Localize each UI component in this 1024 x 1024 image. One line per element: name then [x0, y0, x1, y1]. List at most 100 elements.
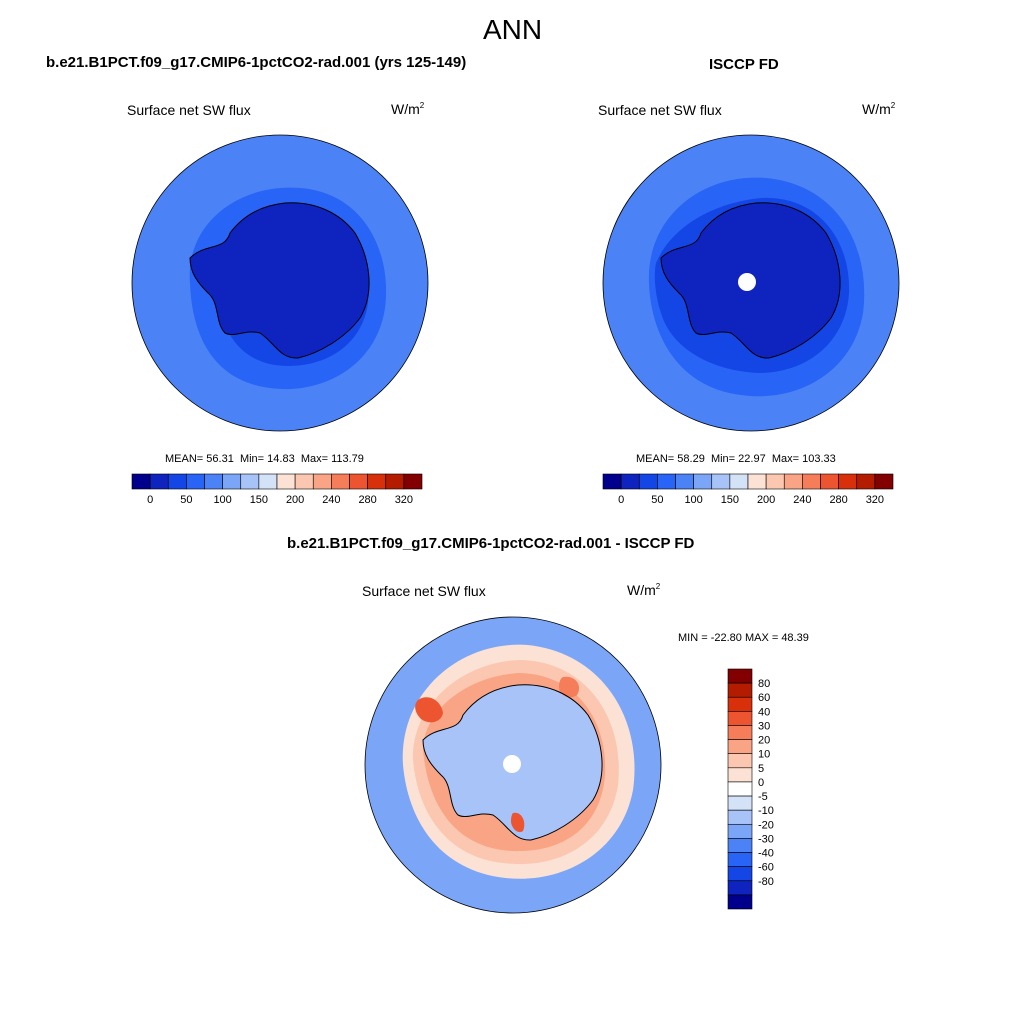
model-colorbar-tick-label: 100: [213, 494, 231, 506]
model-variable-label: Surface net SW flux: [127, 102, 251, 118]
obs-colorbar-swatch: [711, 473, 731, 490]
diff-colorbar-swatch: [727, 894, 753, 910]
model-colorbar-swatch: [149, 473, 169, 490]
diff-missing-pole: [503, 755, 521, 773]
obs-colorbar-tick-label: 100: [684, 494, 702, 506]
obs-missing-pole: [738, 273, 756, 291]
diff-colorbar-swatch: [727, 823, 753, 839]
obs-colorbar-swatch: [693, 473, 713, 490]
diff-colorbar-swatch: [727, 682, 753, 698]
diff-warm-spot-north: [559, 676, 580, 698]
obs-colorbar-tick-label: 150: [721, 494, 739, 506]
model-colorbar-swatch: [276, 473, 296, 490]
diff-colorbar-tick-label: 5: [758, 763, 764, 775]
diff-colorbar-tick-label: -40: [758, 848, 774, 860]
obs-colorbar-tick-label: 0: [618, 494, 624, 506]
diff-polar-map: [364, 616, 662, 914]
obs-antarctica-coast: [660, 202, 841, 359]
diff-antarctica-coast: [422, 684, 603, 841]
model-colorbar-swatch: [186, 473, 205, 490]
obs-colorbar-swatch: [620, 473, 640, 490]
obs-colorbar-swatch: [602, 473, 622, 490]
obs-colorbar-swatch: [856, 473, 876, 490]
model-colorbar-swatch: [222, 473, 242, 490]
obs-colorbar-swatch: [783, 473, 803, 490]
diff-colorbar-swatch: [727, 696, 753, 712]
obs-colorbar-tick-label: 320: [866, 494, 884, 506]
model-stats: MEAN= 56.31 Min= 14.83 Max= 113.79: [165, 453, 364, 465]
diff-warm-spot-west: [415, 697, 443, 723]
obs-colorbar-tick-label: 50: [651, 494, 663, 506]
model-polar-map: [131, 134, 429, 432]
diff-colorbar-swatch: [727, 795, 753, 811]
diff-colorbar-tick-label: 80: [758, 678, 770, 690]
obs-colorbar-swatch: [675, 473, 694, 490]
obs-colorbar-swatch: [765, 473, 785, 490]
model-colorbar: 0 50 100 150 200 240 280 320: [131, 473, 423, 506]
obs-case-title: ISCCP FD: [709, 56, 779, 73]
model-colorbar-tick-label: 240: [322, 494, 340, 506]
diff-colorbar-swatch: [727, 880, 753, 896]
diff-variable-label: Surface net SW flux: [362, 583, 486, 599]
obs-polar-map: [602, 134, 900, 432]
obs-colorbar: 0 50 100 150 200 240 280 320: [602, 473, 894, 506]
obs-colorbar-swatch: [838, 473, 858, 490]
obs-colorbar-tick-label: 280: [829, 494, 847, 506]
diff-colorbar-tick-label: -10: [758, 805, 774, 817]
model-colorbar-swatch: [349, 473, 368, 490]
model-colorbar-swatch: [294, 473, 314, 490]
diff-colorbar-swatch: [727, 852, 753, 867]
model-colorbar-tick-label: 150: [250, 494, 268, 506]
obs-colorbar-swatch: [638, 473, 658, 490]
model-colorbar-swatch: [312, 473, 332, 490]
obs-colorbar-swatch: [802, 473, 821, 490]
model-colorbar-swatch: [331, 473, 350, 490]
model-colorbar-swatch: [131, 473, 151, 490]
model-colorbar-swatch: [258, 473, 278, 490]
diff-colorbar: 80 60 40 30 20 10 5 0 -5 -10 -20 -30 -40 -60 -80: [727, 668, 774, 910]
diff-colorbar-swatch: [727, 767, 753, 783]
diff-warm-spot-south: [511, 812, 525, 833]
model-colorbar-swatch: [385, 473, 405, 490]
diff-colorbar-swatch: [727, 753, 753, 769]
obs-colorbar-swatch: [657, 473, 676, 490]
diff-colorbar-tick-label: -30: [758, 833, 774, 845]
diff-colorbar-tick-label: 30: [758, 720, 770, 732]
model-colorbar-swatch: [403, 473, 423, 490]
diff-colorbar-tick-label: 60: [758, 692, 770, 704]
model-antarctica-field: [190, 202, 370, 359]
model-colorbar-swatch: [240, 473, 260, 490]
diff-colorbar-swatch: [727, 809, 753, 825]
diff-colorbar-swatch: [727, 866, 753, 882]
diff-colorbar-swatch: [727, 838, 753, 853]
model-colorbar-tick-label: 200: [286, 494, 304, 506]
obs-colorbar-swatch: [874, 473, 894, 490]
model-case-title: b.e21.B1PCT.f09_g17.CMIP6-1pctCO2-rad.00…: [46, 54, 467, 71]
diff-colorbar-tick-label: -60: [758, 862, 774, 874]
obs-colorbar-swatch: [747, 473, 767, 490]
diff-colorbar-tick-label: 40: [758, 706, 770, 718]
model-colorbar-swatch: [204, 473, 223, 490]
obs-colorbar-tick-label: 200: [757, 494, 775, 506]
model-colorbar-tick-label: 320: [395, 494, 413, 506]
figure-title: ANN: [483, 14, 543, 45]
obs-colorbar-swatch: [820, 473, 839, 490]
diff-stats: MIN = -22.80 MAX = 48.39: [678, 632, 809, 644]
diff-units-label: W/m2: [627, 582, 661, 598]
model-colorbar-tick-label: 50: [180, 494, 192, 506]
obs-colorbar-tick-label: 240: [793, 494, 811, 506]
diff-colorbar-tick-label: -5: [758, 791, 768, 803]
diff-colorbar-swatch: [727, 739, 753, 755]
diff-colorbar-tick-label: 20: [758, 735, 770, 747]
obs-units-label: W/m2: [862, 101, 896, 117]
diff-colorbar-swatch: [727, 711, 753, 726]
diff-colorbar-tick-label: 0: [758, 777, 764, 789]
obs-colorbar-swatch: [729, 473, 749, 490]
model-colorbar-tick-label: 0: [147, 494, 153, 506]
diff-colorbar-tick-label: -20: [758, 819, 774, 831]
diff-case-title: b.e21.B1PCT.f09_g17.CMIP6-1pctCO2-rad.00…: [287, 535, 695, 552]
model-colorbar-tick-label: 280: [358, 494, 376, 506]
model-antarctica-coast: [189, 202, 370, 359]
diff-colorbar-swatch: [727, 725, 753, 740]
diff-colorbar-tick-label: -80: [758, 876, 774, 888]
